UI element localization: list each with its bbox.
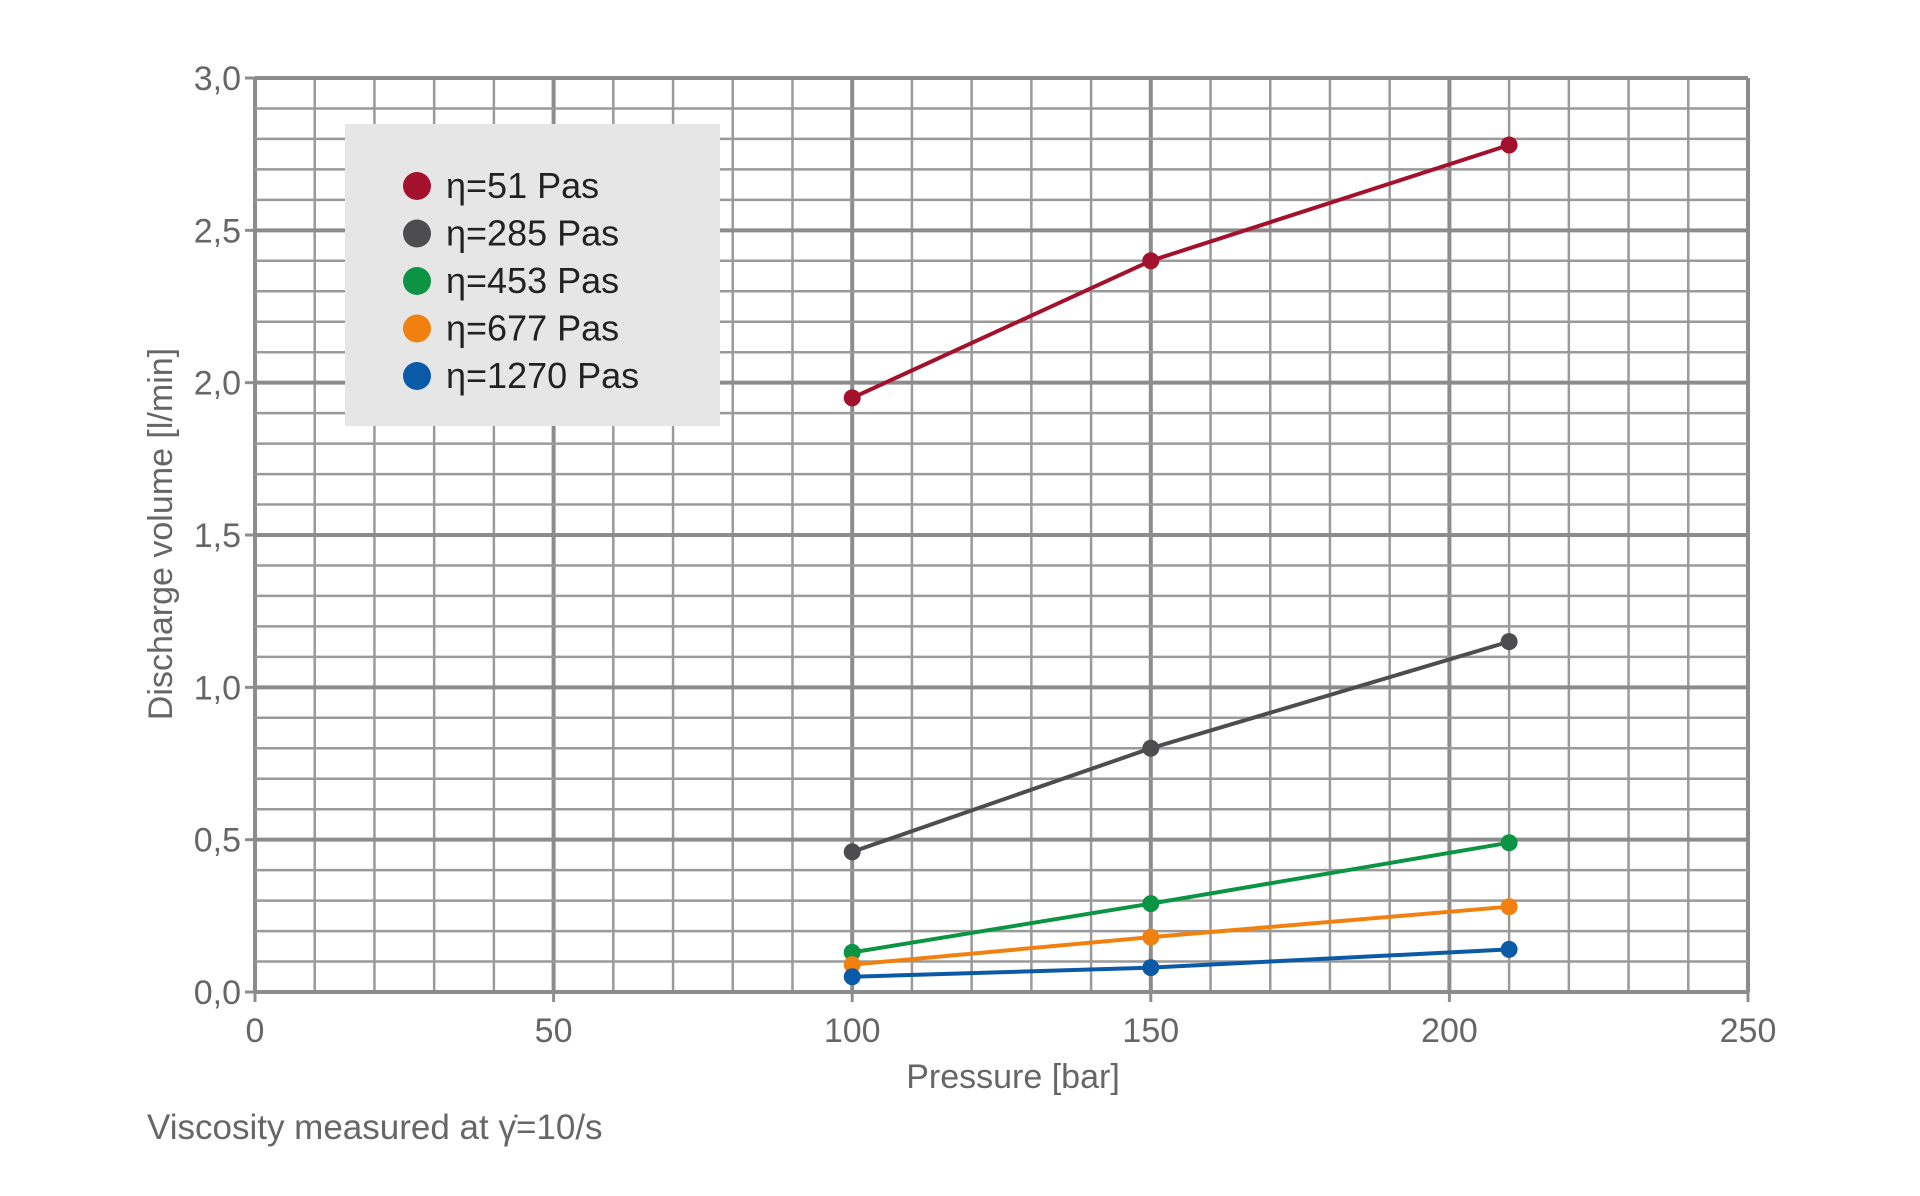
x-tick-label: 100	[824, 1012, 881, 1050]
y-tick-label: 3,0	[194, 60, 241, 98]
data-point	[843, 968, 861, 986]
y-tick-label: 2,5	[194, 212, 241, 250]
series-group	[843, 898, 1518, 974]
data-point	[1142, 252, 1160, 270]
series-line	[850, 143, 1512, 400]
series-group	[843, 940, 1518, 986]
x-tick-label: 250	[1720, 1012, 1777, 1050]
legend-marker	[403, 362, 431, 390]
legend-marker	[403, 219, 431, 248]
data-point	[1142, 928, 1160, 946]
x-tick-label: 50	[535, 1012, 573, 1050]
legend-label: η=285 Pas	[446, 213, 619, 254]
y-tick-label: 2,0	[194, 365, 241, 403]
series-group	[843, 633, 1518, 861]
series-layer	[843, 136, 1518, 986]
data-point	[1500, 940, 1518, 958]
data-point	[1142, 959, 1160, 977]
data-point	[843, 943, 861, 961]
legend-marker	[403, 172, 431, 200]
data-point	[1142, 739, 1160, 757]
legend: η=51 Pas η=285 Pas η=453 Pas η=677 Pas η=127…	[345, 124, 720, 426]
data-point	[1500, 898, 1518, 916]
series-group	[843, 834, 1518, 961]
series-line	[850, 639, 1512, 854]
legend-label: η=1270 Pas	[446, 355, 639, 396]
legend-label: η=51 Pas	[446, 165, 599, 206]
series-line	[850, 947, 1512, 979]
x-tick-label: 150	[1122, 1012, 1179, 1050]
x-tick-label: 200	[1421, 1012, 1478, 1050]
axes: 0,0 0,5 1,0 1,5 2,0 2,5 3,0 0 50 100 150 200 250	[194, 60, 1777, 1050]
data-point	[843, 843, 861, 861]
legend-label: η=677 Pas	[446, 308, 619, 349]
data-point	[1142, 895, 1160, 913]
y-tick-label: 1,0	[194, 669, 241, 707]
data-point	[843, 956, 861, 974]
x-tick-label: 0	[246, 1012, 265, 1050]
data-point	[843, 389, 861, 407]
x-axis-title: Pressure [bar]	[906, 1058, 1120, 1096]
series-group	[843, 136, 1518, 407]
y-tick-label: 0,5	[194, 822, 241, 860]
legend-marker	[403, 267, 431, 295]
y-tick-label: 0,0	[194, 974, 241, 1012]
y-tick-label: 1,5	[194, 517, 241, 555]
y-axis-title: Discharge volume [l/min]	[142, 348, 180, 720]
data-point	[1500, 633, 1518, 651]
footnote: Viscosity measured at γ̇=10/s	[147, 1108, 603, 1147]
data-point	[1500, 136, 1518, 154]
data-point	[1500, 834, 1518, 852]
legend-label: η=453 Pas	[446, 260, 619, 301]
legend-marker	[403, 314, 431, 343]
